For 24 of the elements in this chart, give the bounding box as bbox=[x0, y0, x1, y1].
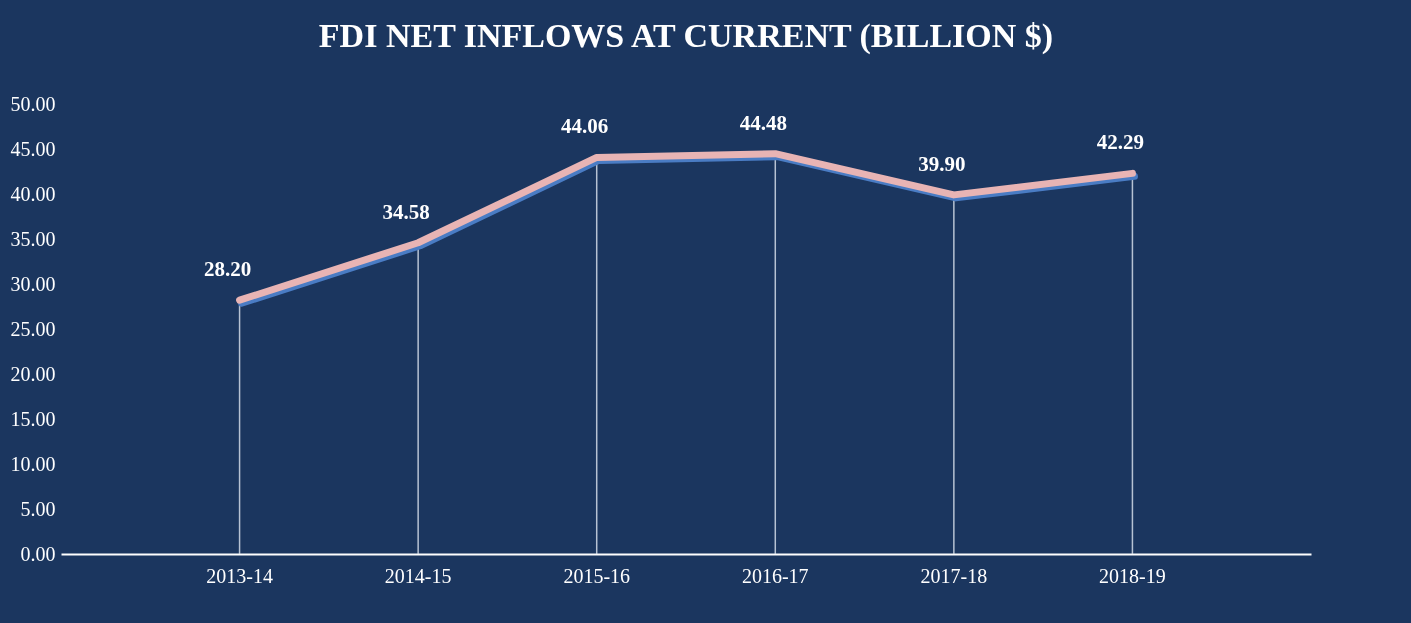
chart-title: FDI NET INFLOWS AT CURRENT (BILLION $) bbox=[318, 17, 1054, 55]
y-tick-label: 5.00 bbox=[20, 497, 56, 520]
x-tick-label: 2014-15 bbox=[384, 564, 452, 587]
y-tick-label: 30.00 bbox=[10, 272, 56, 295]
y-tick-label: 45.00 bbox=[10, 137, 56, 160]
y-tick-label: 10.00 bbox=[10, 452, 56, 475]
x-tick-label: 2016-17 bbox=[741, 564, 809, 587]
data-label: 28.20 bbox=[203, 257, 252, 282]
y-tick-label: 20.00 bbox=[10, 362, 56, 385]
y-tick-label: 25.00 bbox=[10, 317, 56, 340]
y-tick-label: 0.00 bbox=[20, 542, 56, 565]
data-label: 42.29 bbox=[1096, 130, 1145, 155]
y-tick-label: 50.00 bbox=[10, 92, 56, 115]
x-tick-label: 2018-19 bbox=[1099, 564, 1166, 587]
data-label: 44.48 bbox=[739, 110, 787, 135]
x-tick-label: 2013-14 bbox=[206, 564, 273, 587]
data-label: 39.90 bbox=[918, 151, 966, 176]
y-tick-label: 35.00 bbox=[10, 227, 56, 250]
data-label: 34.58 bbox=[382, 199, 430, 224]
y-tick-label: 40.00 bbox=[10, 182, 56, 205]
data-label: 44.06 bbox=[561, 114, 609, 139]
x-tick-label: 2015-16 bbox=[563, 564, 631, 587]
x-tick-label: 2017-18 bbox=[920, 564, 988, 587]
y-tick-label: 15.00 bbox=[10, 407, 56, 430]
